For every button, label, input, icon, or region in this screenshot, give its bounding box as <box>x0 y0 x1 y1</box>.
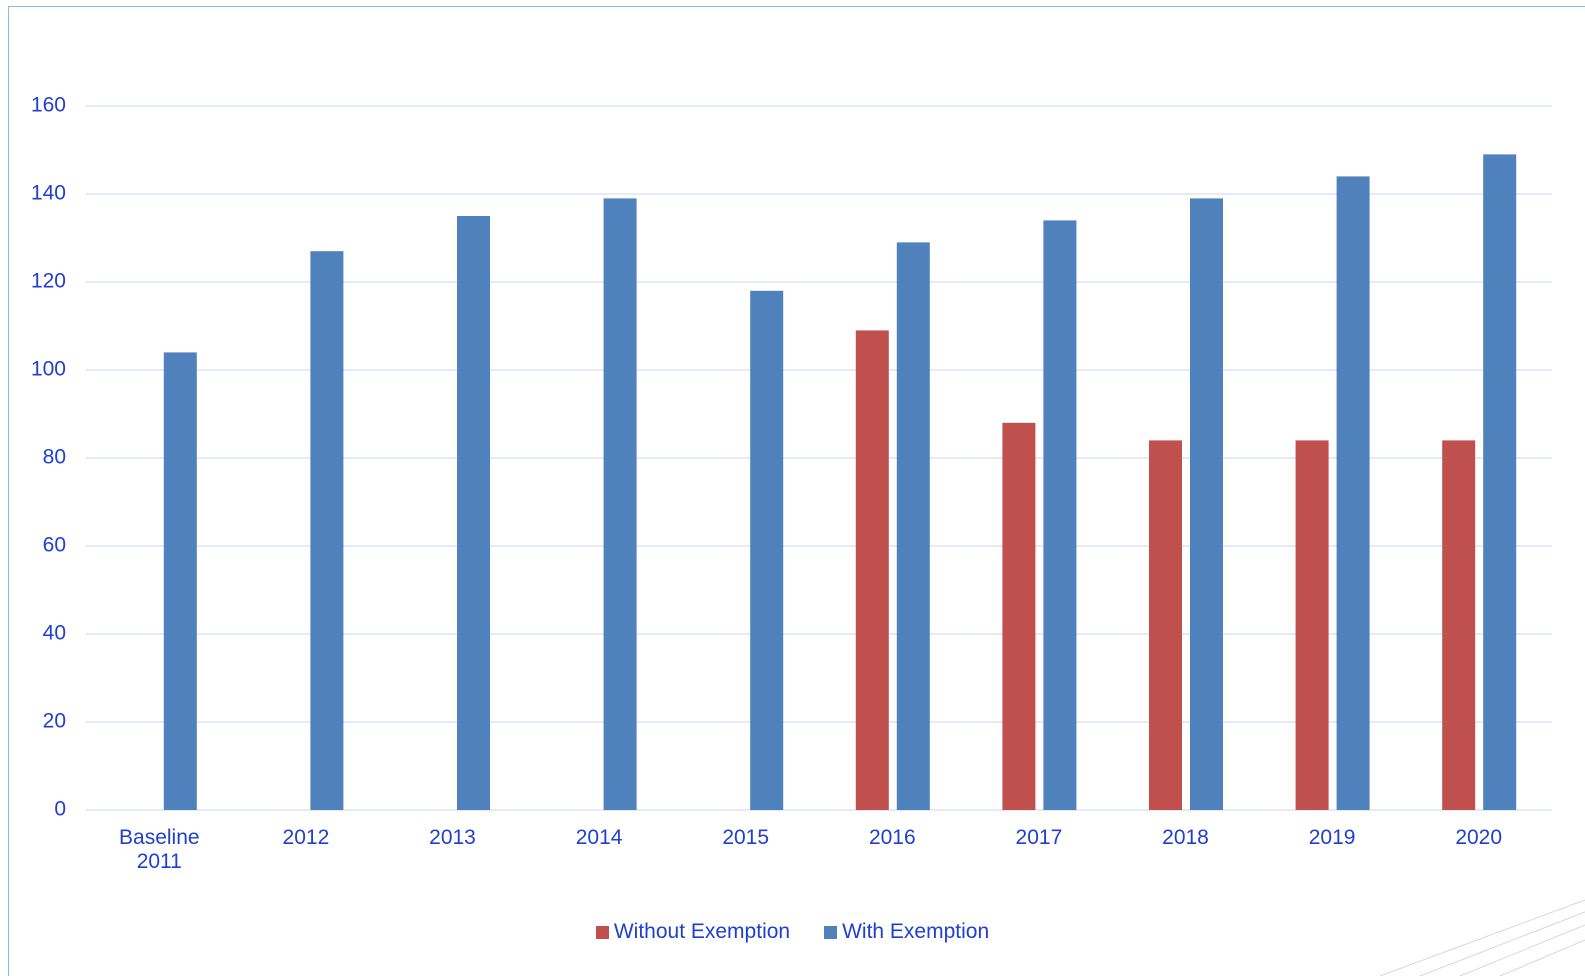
bar <box>1483 154 1517 810</box>
x-tick-label: 2012 <box>282 826 330 849</box>
x-tick-label: 2016 <box>868 826 916 849</box>
legend-swatch <box>824 925 838 939</box>
legend-item: With Exemption <box>824 920 989 944</box>
y-tick-label: 120 <box>31 270 66 293</box>
bar <box>310 251 344 810</box>
bar <box>1442 440 1476 810</box>
legend-label: With Exemption <box>842 920 990 943</box>
x-tick-label: 2014 <box>575 826 623 849</box>
x-tick-label: 2015 <box>722 826 770 849</box>
x-tick-label: 2019 <box>1308 826 1356 849</box>
bar <box>855 330 889 810</box>
x-tick-label: Baseline 2011 <box>119 826 200 873</box>
bar <box>1043 220 1077 810</box>
y-tick-label: 0 <box>54 798 66 821</box>
legend: Without Exemption With Exemption <box>0 920 1585 944</box>
bar <box>1149 440 1182 810</box>
x-tick-label: 2018 <box>1162 826 1209 849</box>
x-tick-label: 2013 <box>429 826 476 849</box>
y-tick-label: 40 <box>43 622 66 645</box>
bar <box>457 216 490 810</box>
bar <box>1336 176 1370 810</box>
bar <box>896 242 930 810</box>
y-tick-label: 160 <box>31 94 66 117</box>
y-tick-label: 20 <box>43 710 66 733</box>
y-tick-label: 100 <box>31 358 66 381</box>
bar <box>163 352 197 810</box>
bar <box>1002 422 1036 810</box>
y-tick-label: 140 <box>31 182 66 205</box>
chart-frame <box>8 6 1585 976</box>
x-tick-label: 2017 <box>1015 826 1063 849</box>
legend-swatch <box>595 925 609 939</box>
bar <box>750 290 784 810</box>
y-tick-label: 80 <box>43 446 66 469</box>
bar <box>1190 198 1223 810</box>
decoration <box>1379 899 1585 976</box>
bar <box>603 198 637 810</box>
bar <box>1295 440 1329 810</box>
y-tick-label: 60 <box>43 534 66 557</box>
legend-label: Without Exemption <box>613 920 791 943</box>
legend-item: Without Exemption <box>595 920 791 944</box>
x-tick-label: 2020 <box>1455 826 1503 849</box>
